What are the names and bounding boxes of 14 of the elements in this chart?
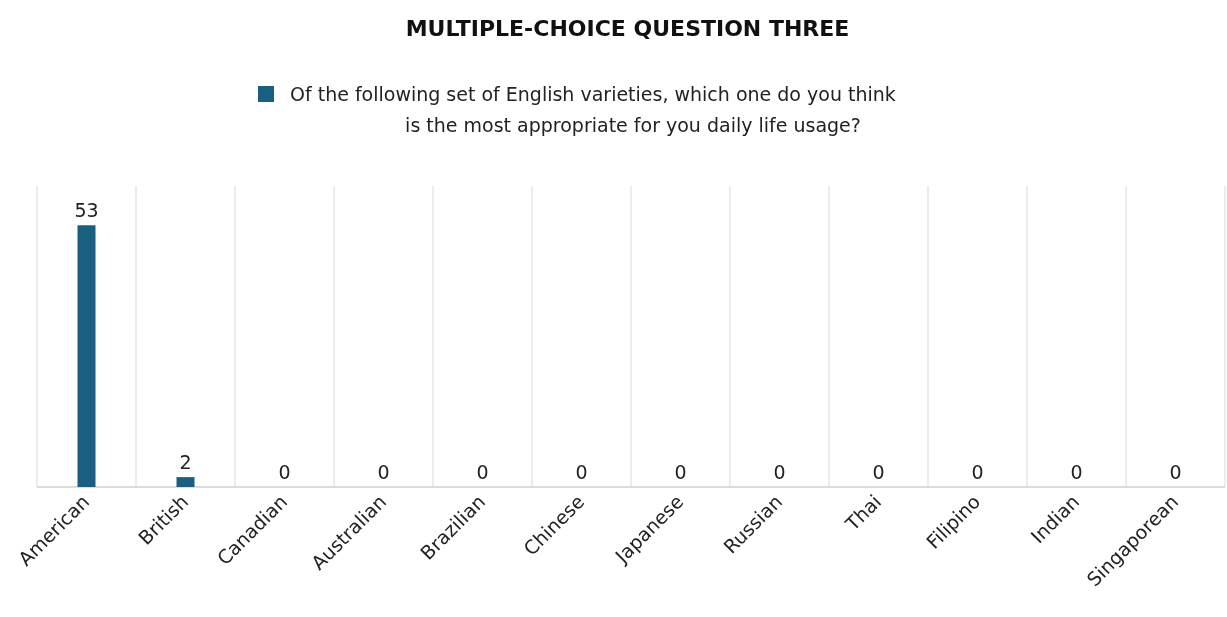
chart-title: MULTIPLE-CHOICE QUESTION THREE xyxy=(405,16,850,41)
data-label: 0 xyxy=(674,461,687,483)
legend-label: Of the following set of English varieties, which one do you think is the most appropriate for you daily life usage? xyxy=(290,83,896,136)
data-label: 0 xyxy=(1169,461,1182,483)
data-label: 0 xyxy=(476,461,489,483)
data-label: 2 xyxy=(179,451,192,474)
data-label: 0 xyxy=(1070,461,1083,483)
data-label: 0 xyxy=(971,461,984,483)
data-label: 0 xyxy=(872,461,885,483)
data-label: 0 xyxy=(377,461,390,483)
data-label: 0 xyxy=(773,461,786,483)
data-label: 53 xyxy=(74,199,99,222)
data-label: 0 xyxy=(575,461,588,483)
data-label: 0 xyxy=(278,461,291,483)
